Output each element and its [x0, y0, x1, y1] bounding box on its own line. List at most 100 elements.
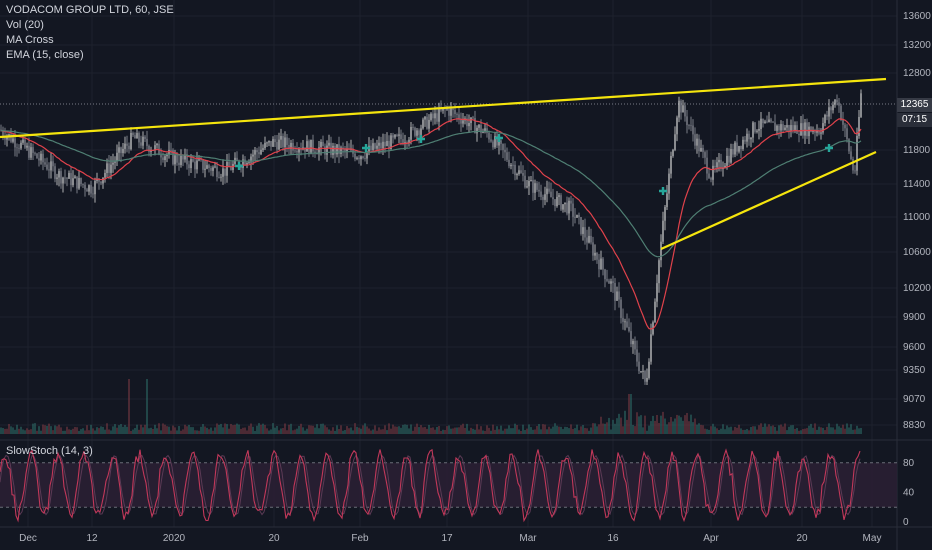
- candle-body: [388, 140, 390, 150]
- volume-bar: [230, 423, 232, 434]
- candle-body: [768, 119, 770, 123]
- volume-bar: [530, 427, 532, 434]
- volume-bar: [6, 428, 8, 434]
- volume-bar: [522, 424, 524, 434]
- candle-body: [274, 139, 276, 143]
- volume-bar: [150, 427, 152, 434]
- candle-body: [78, 178, 80, 189]
- volume-bar: [194, 430, 196, 434]
- price-tick-label: 10200: [903, 283, 931, 294]
- candle-body: [564, 202, 566, 205]
- volume-bar: [518, 429, 520, 434]
- candle-body: [396, 134, 398, 136]
- volume-bar: [408, 428, 410, 434]
- candle-body: [456, 114, 458, 115]
- volume-bar: [510, 428, 512, 434]
- volume-bar: [358, 427, 360, 434]
- candle-body: [700, 147, 702, 152]
- candle-body: [314, 151, 316, 154]
- candle-body: [200, 159, 202, 161]
- volume-bar: [708, 429, 710, 434]
- candle-body: [242, 159, 244, 168]
- volume-bar: [608, 417, 610, 434]
- candle-body: [802, 123, 804, 136]
- candle-body: [658, 260, 660, 284]
- candle-body: [752, 122, 754, 138]
- volume-bar: [434, 429, 436, 434]
- candle-body: [474, 118, 476, 134]
- candle-body: [740, 146, 742, 149]
- candle-body: [482, 131, 484, 133]
- volume-bar: [142, 427, 144, 434]
- candle-body: [614, 282, 616, 301]
- volume-bar: [684, 415, 686, 434]
- volume-bar: [318, 428, 320, 434]
- volume-bar: [726, 425, 728, 434]
- candle-body: [372, 143, 374, 150]
- candle-body: [432, 113, 434, 119]
- candle-body: [508, 159, 510, 167]
- candle-body: [40, 153, 42, 161]
- volume-bar: [190, 427, 192, 434]
- volume-bar: [456, 427, 458, 434]
- date-tick-label: May: [863, 533, 882, 544]
- countdown-badge: 07:15: [897, 113, 932, 127]
- volume-bar: [380, 429, 382, 434]
- date-tick-label: 17: [441, 533, 453, 544]
- candle-body: [412, 126, 414, 128]
- candle-body: [776, 125, 778, 131]
- volume-bar: [804, 428, 806, 434]
- volume-bar: [438, 425, 440, 434]
- volume-bar: [174, 427, 176, 434]
- volume-bar: [372, 429, 374, 434]
- candle-body: [608, 280, 610, 284]
- volume-bar: [392, 424, 394, 434]
- candle-body: [504, 149, 506, 153]
- candle-body: [528, 180, 530, 187]
- candle-body: [770, 119, 772, 122]
- volume-bar: [348, 428, 350, 434]
- candle-body: [298, 149, 300, 153]
- candle-body: [202, 159, 204, 170]
- volume-bar: [168, 426, 170, 434]
- volume-bar: [526, 428, 528, 434]
- volume-bar: [356, 426, 358, 434]
- candle-body: [140, 142, 142, 146]
- candle-body: [266, 142, 268, 144]
- volume-bar: [776, 430, 778, 434]
- candle-body: [284, 137, 286, 148]
- price-tick-label: 12800: [903, 68, 931, 79]
- last-price-badge: 12365: [897, 98, 932, 112]
- volume-bar: [630, 394, 632, 434]
- candle-body: [754, 122, 756, 132]
- candle-body: [486, 128, 488, 133]
- volume-bar: [712, 423, 714, 434]
- volume-bar: [846, 423, 848, 434]
- volume-bar: [732, 430, 734, 434]
- volume-bar: [26, 428, 28, 434]
- volume-bar: [552, 426, 554, 434]
- volume-bar: [688, 421, 690, 434]
- volume-bar: [800, 430, 802, 434]
- candle-body: [636, 349, 638, 362]
- volume-bar: [802, 429, 804, 434]
- candle-body: [718, 159, 720, 163]
- candle-body: [124, 143, 126, 149]
- volume-bar: [320, 423, 322, 434]
- candle-body: [144, 136, 146, 139]
- volume-bar: [714, 426, 716, 434]
- candle-body: [582, 227, 584, 234]
- price-tick-label: 9900: [903, 312, 926, 323]
- volume-bar: [342, 430, 344, 434]
- volume-bar: [420, 425, 422, 434]
- volume-bar: [572, 429, 574, 434]
- candle-body: [720, 159, 722, 170]
- candle-body: [756, 130, 758, 132]
- volume-bar: [166, 426, 168, 434]
- volume-bar: [566, 427, 568, 434]
- candle-body: [678, 100, 680, 118]
- candle-body: [452, 108, 454, 111]
- volume-bar: [514, 423, 516, 434]
- candle-body: [638, 361, 640, 372]
